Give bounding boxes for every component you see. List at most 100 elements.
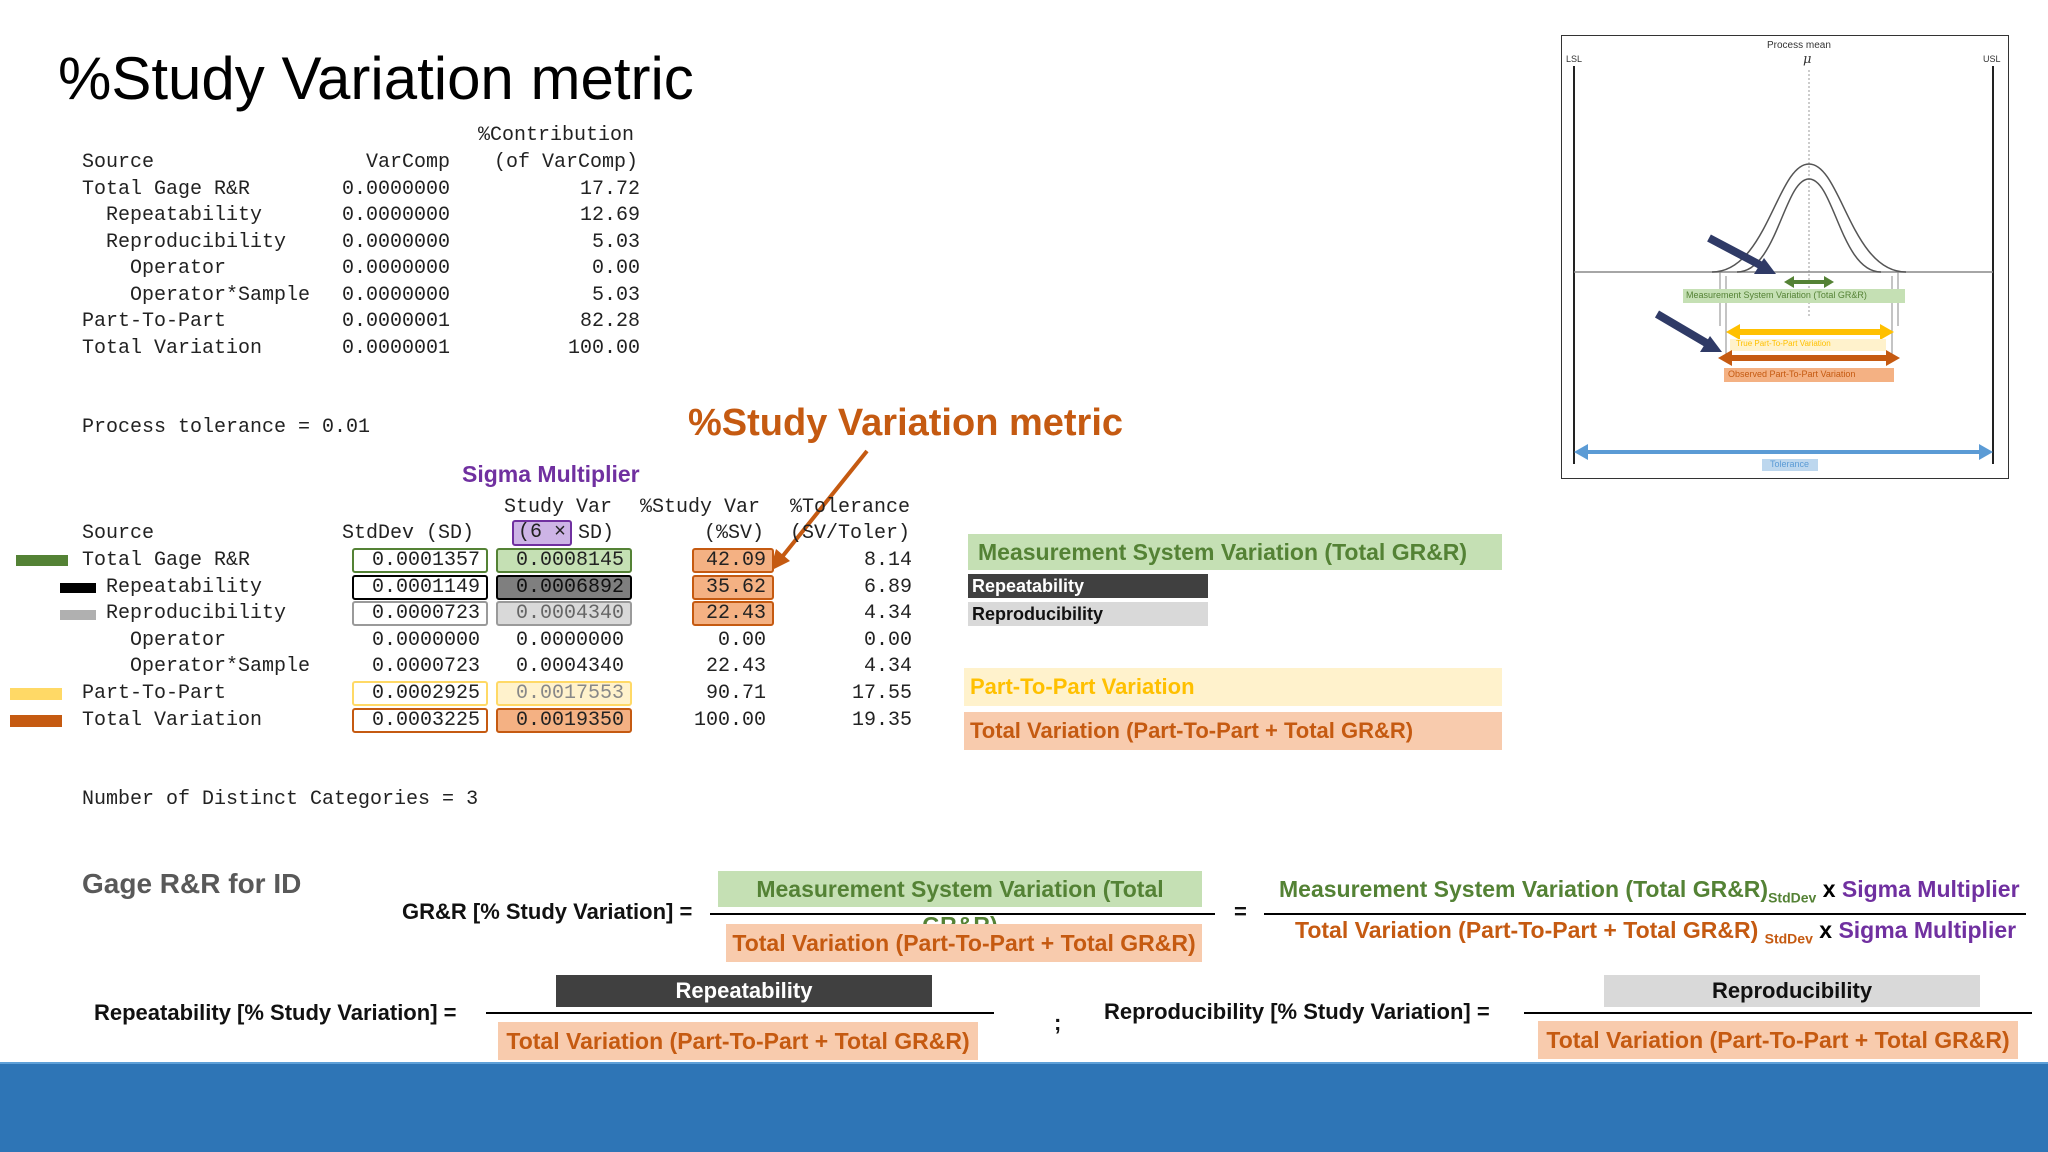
table2-row-ptol: 19.35 (851, 709, 912, 732)
repro-denominator: Total Variation (Part-To-Part + Total GR… (1538, 1021, 2018, 1059)
table1-row-source: Total Variation (82, 337, 263, 360)
table2-row-psv: 22.43 (705, 655, 766, 678)
table2-row-psv: 35.62 (692, 575, 774, 600)
table2-row-sd: 0.0000723 (371, 655, 480, 678)
table2-row-ptol: 8.14 (863, 549, 912, 572)
table1-header-source: Source (82, 151, 155, 174)
table1-row-source: Operator (82, 257, 227, 280)
table2-row-ptol: 4.34 (863, 602, 912, 625)
swatch-part-to-part (10, 688, 62, 700)
grr-fraction-line (710, 913, 1215, 915)
table1-row-varcomp: 0.0000000 (342, 284, 451, 307)
rep-denominator: Total Variation (Part-To-Part + Total GR… (498, 1022, 978, 1060)
table2-row-sv: 0.0004340 (515, 655, 624, 678)
rhs-num-sigma: Sigma Multiplier (1841, 876, 2020, 902)
gage-rr-heading: Gage R&R for ID (82, 868, 302, 899)
table1-header-varcomp: VarComp (366, 151, 451, 174)
callout-metric: %Study Variation metric (688, 402, 1124, 444)
table2-row-source: Reproducibility (82, 602, 287, 625)
swatch-repeatability (60, 583, 96, 593)
table1-header-of-varcomp: (of VarComp) (494, 151, 639, 174)
table2-row-sd: 0.0001357 (352, 548, 488, 573)
repro-fraction-line (1524, 1012, 2032, 1014)
table2-row-sd: 0.0003225 (352, 708, 488, 733)
rhs-denominator: Total Variation (Part-To-Part + Total GR… (1295, 917, 2016, 947)
table2-row-sv: 0.0017553 (496, 681, 632, 706)
grr-numerator: Measurement System Variation (Total GR&R… (718, 871, 1202, 938)
process-tolerance: Process tolerance = 0.01 (82, 416, 371, 439)
grr-denominator: Total Variation (Part-To-Part + Total GR… (726, 924, 1202, 962)
rhs-den-sigma: Sigma Multiplier (1838, 917, 2017, 943)
table2-row-ptol: 0.00 (863, 629, 912, 652)
legend-msv: Measurement System Variation (Total GR&R… (968, 534, 1502, 570)
rhs-den-stddev: StdDev (1764, 930, 1813, 947)
table2-row-source: Operator (82, 629, 227, 652)
table2-row-sd: 0.0000000 (371, 629, 480, 652)
table2-row-source: Total Variation (82, 709, 263, 732)
table1-row-varcomp: 0.0000000 (342, 204, 451, 227)
table2-row-sv: 0.0008145 (496, 548, 632, 573)
rep-lhs: Repeatability [% Study Variation] = (94, 1000, 457, 1025)
rhs-num-main: Measurement System Variation (Total GR&R… (1279, 876, 1769, 902)
table2-row-sv: 0.0000000 (515, 629, 624, 652)
table2-row-psv: 22.43 (692, 601, 774, 626)
table2-row-psv: 90.71 (705, 682, 766, 705)
table1-row-contrib: 82.28 (579, 310, 640, 333)
legend-part-to-part: Part-To-Part Variation (964, 668, 1502, 706)
grr-lhs: GR&R [% Study Variation] = (402, 899, 693, 924)
table2-row-ptol: 6.89 (863, 576, 912, 599)
header-sv-toler: (SV/Toler) (790, 522, 911, 545)
table2-row-sd: 0.0002925 (352, 681, 488, 706)
table2-row-sd: 0.0000723 (352, 601, 488, 626)
table2-row-psv: 0.00 (717, 629, 766, 652)
repro-lhs: Reproducibility [% Study Variation] = (1104, 999, 1490, 1024)
rep-numerator: Repeatability (556, 975, 932, 1007)
diagram-tolerance: Tolerance (1770, 459, 1810, 469)
repro-numerator: Reproducibility (1604, 975, 1980, 1007)
legend-repeatability: Repeatability (968, 574, 1208, 598)
table2-header-stddev: StdDev (SD) (342, 522, 475, 545)
table1-row-contrib: 17.72 (579, 178, 640, 201)
diagram-mu: μ (1803, 52, 1812, 67)
sigma-multiplier-box: (6 × (512, 520, 573, 546)
table1-row-source: Repeatability (82, 204, 263, 227)
table1-row-contrib: 12.69 (579, 204, 640, 227)
header-pct-tolerance: %Tolerance (790, 496, 911, 519)
sigma-multiplier-label: Sigma Multiplier (462, 461, 640, 487)
table2-row-ptol: 4.34 (863, 655, 912, 678)
table2-row-psv: 42.09 (692, 548, 774, 573)
table2-row-source: Operator*Sample (82, 655, 311, 678)
diagram-process-mean: Process mean (1767, 40, 1831, 51)
table2-row-sv: 0.0004340 (496, 601, 632, 626)
distinct-categories: Number of Distinct Categories = 3 (82, 788, 479, 811)
rhs-numerator: Measurement System Variation (Total GR&R… (1279, 876, 2020, 906)
table1-row-contrib: 5.03 (591, 231, 640, 254)
legend-total-variation: Total Variation (Part-To-Part + Total GR… (964, 712, 1502, 750)
diagram-usl: USL (1983, 54, 2001, 64)
semicolon: ; (1054, 1010, 1062, 1035)
swatch-total-grr (16, 555, 68, 566)
table1-row-varcomp: 0.0000001 (342, 310, 451, 333)
rhs-num-stddev: StdDev (1768, 889, 1817, 906)
diagram-graphic (1573, 66, 1994, 471)
table1-row-source: Operator*Sample (82, 284, 311, 307)
table1-row-contrib: 0.00 (591, 257, 640, 280)
diagram-msv-label: Measurement System Variation (Total GR&R… (1686, 290, 1867, 300)
table1-row-varcomp: 0.0000000 (342, 257, 451, 280)
header-study-var: Study Var (504, 496, 613, 519)
diagram-observed-ptp: Observed Part-To-Part Variation (1728, 369, 1856, 379)
table2-row-source: Total Gage R&R (82, 549, 251, 572)
table2-row-sd: 0.0001149 (352, 575, 488, 600)
table1-row-varcomp: 0.0000000 (342, 178, 451, 201)
page-title: %Study Variation metric (58, 45, 694, 112)
table1-row-source: Part-To-Part (82, 310, 227, 333)
equals-sign: = (1234, 899, 1247, 924)
table2-row-sv: 0.0006892 (496, 575, 632, 600)
diagram-lsl: LSL (1566, 54, 1583, 64)
rhs-den-main: Total Variation (Part-To-Part + Total GR… (1295, 917, 1759, 943)
rhs-fraction-line (1264, 913, 2026, 915)
table2-row-source: Repeatability (82, 576, 263, 599)
header-sd-rest: SD) (578, 522, 615, 545)
table1-row-contrib: 100.00 (567, 337, 640, 360)
legend-reproducibility: Reproducibility (968, 602, 1208, 626)
